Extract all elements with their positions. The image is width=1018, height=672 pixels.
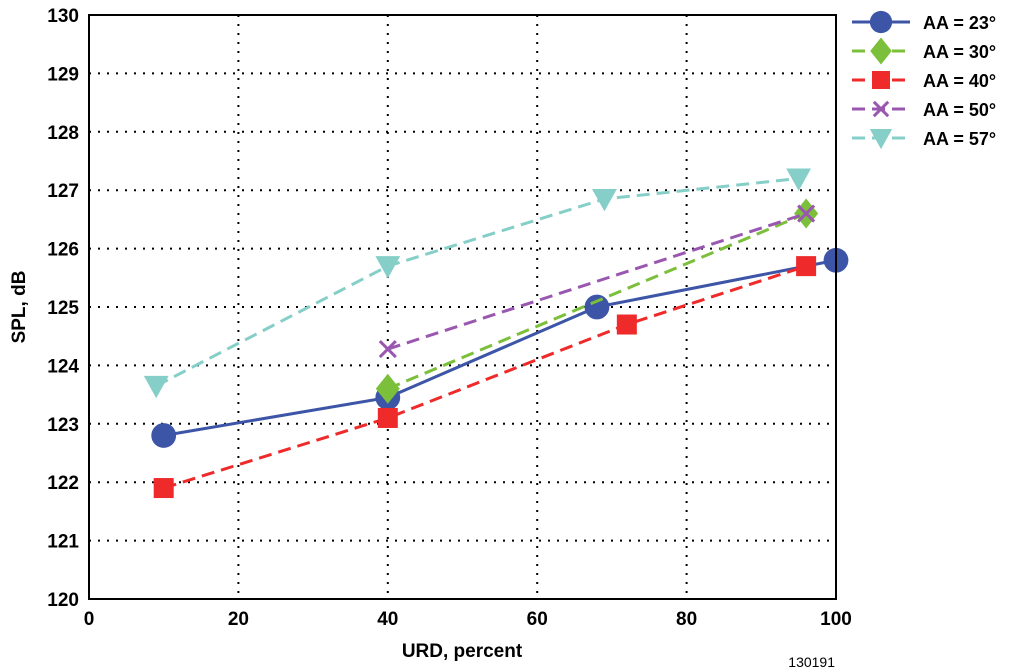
series-layer [144,169,849,499]
x-tick-label: 20 [228,609,249,630]
legend-item: AA = 50° [852,100,996,120]
legend-label: AA = 30° [923,42,996,62]
legend-marker [870,11,892,33]
legend-label: AA = 50° [923,100,996,120]
data-point [592,189,617,211]
legend-label: AA = 23° [923,13,996,33]
data-point [375,256,400,278]
x-tick-label: 40 [377,609,398,630]
data-point [151,423,176,448]
data-point [378,408,398,428]
y-tick-label: 122 [47,473,79,494]
series-line [388,214,806,349]
data-point [154,478,174,498]
legend-marker [870,38,892,65]
series-3 [154,256,816,498]
x-tick-label: 0 [84,609,95,630]
y-tick-label: 129 [47,64,79,85]
legend-label: AA = 57° [923,129,996,149]
y-tick-label: 123 [47,415,79,436]
series-1 [151,248,848,448]
legend-item: AA = 30° [852,38,996,65]
x-tick-label: 80 [676,609,697,630]
legend-marker [872,71,890,89]
legend-item: AA = 23° [852,11,996,33]
data-point [786,169,811,191]
legend-label: AA = 40° [923,71,996,91]
y-axis-title: SPL, dB [9,271,30,344]
y-tick-label: 121 [47,532,79,553]
data-point [617,315,637,335]
y-tick-label: 130 [47,6,79,27]
legend: AA = 23° AA = 30° AA = 40° AA = 50° AA = 57° [852,11,996,149]
data-point [380,341,396,357]
data-point [585,295,610,320]
y-tick-label: 125 [47,298,79,319]
y-tick-label: 128 [47,123,79,144]
tick-labels: 0 20 40 60 80 100 120 121 122 123 124 125 126 127 128 1… [47,6,852,630]
series-line [164,266,806,488]
data-point [144,376,169,398]
y-tick-label: 127 [47,181,79,202]
legend-item: AA = 57° [852,129,996,149]
grid-lines [89,15,836,599]
data-point [796,256,816,276]
y-tick-label: 124 [47,356,79,377]
x-axis-title: URD, percent [402,641,523,662]
y-tick-label: 120 [47,590,79,611]
x-tick-label: 100 [820,609,852,630]
series-line [388,214,806,389]
series-line [156,179,798,386]
x-tick-label: 60 [527,609,548,630]
figure-id: 130191 [788,654,835,670]
series-4 [380,206,814,357]
legend-item: AA = 40° [852,71,996,91]
plot-frame [89,15,836,599]
series-line [164,260,836,435]
y-tick-label: 126 [47,240,79,261]
